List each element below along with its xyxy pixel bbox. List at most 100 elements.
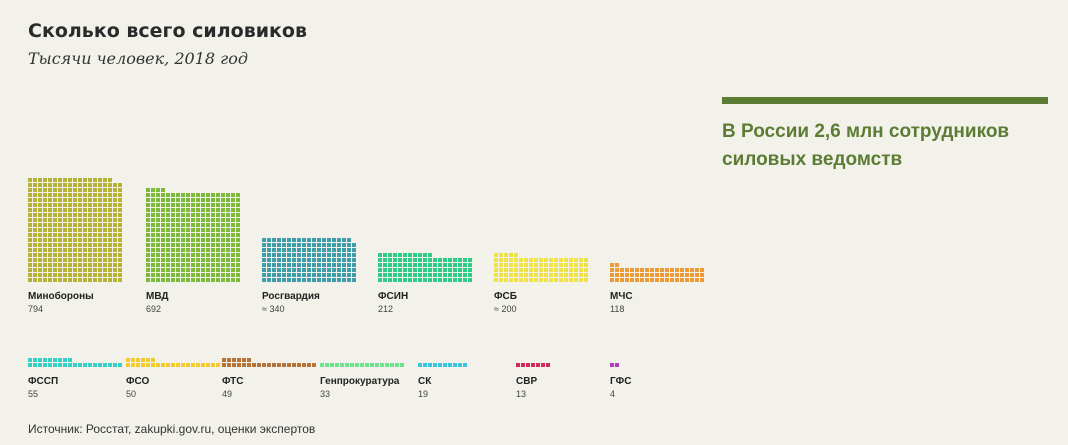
waffle-cell (463, 258, 467, 262)
waffle-cell (519, 273, 523, 277)
waffle-cell (514, 273, 518, 277)
waffle-cell (58, 363, 62, 367)
waffle-cell (352, 263, 356, 267)
waffle-cell (463, 263, 467, 267)
waffle-cell (262, 238, 266, 242)
waffle-cell (73, 363, 77, 367)
waffle-cell (236, 253, 240, 257)
category-label: ФСИН (378, 291, 408, 302)
waffle-cell (78, 273, 82, 277)
waffle-cell (206, 233, 210, 237)
waffle-cell (176, 243, 180, 247)
waffle-cell (514, 258, 518, 262)
waffle-cell (98, 248, 102, 252)
waffle-cell (33, 233, 37, 237)
waffle-cell (267, 273, 271, 277)
waffle-cell (108, 233, 112, 237)
waffle-cell (287, 243, 291, 247)
waffle-cell (201, 233, 205, 237)
waffle-cell (504, 278, 508, 282)
waffle-cell (118, 183, 122, 187)
waffle-cell (156, 253, 160, 257)
waffle-cell (88, 278, 92, 282)
waffle-cell (151, 268, 155, 272)
waffle-cell (181, 278, 185, 282)
waffle-cell (544, 263, 548, 267)
waffle-cell (73, 213, 77, 217)
waffle-cell (196, 198, 200, 202)
waffle-cell (360, 363, 364, 367)
waffle-cell (88, 193, 92, 197)
waffle-cell (403, 278, 407, 282)
waffle-cell (93, 233, 97, 237)
waffle-cell (221, 203, 225, 207)
waffle-cell (171, 223, 175, 227)
waffle-cell (277, 253, 281, 257)
waffle-cell (262, 243, 266, 247)
waffle-cell (418, 363, 422, 367)
waffle-cell (277, 263, 281, 267)
waffle-cell (186, 363, 190, 367)
waffle-cell (378, 268, 382, 272)
waffle-cell (418, 263, 422, 267)
waffle-cell (98, 278, 102, 282)
waffle-cell (347, 268, 351, 272)
waffle-cell (108, 193, 112, 197)
waffle-cell (524, 273, 528, 277)
waffle-cell (151, 358, 155, 362)
waffle-cell (78, 178, 82, 182)
waffle-cell (352, 278, 356, 282)
waffle-cell (33, 178, 37, 182)
waffle-cell (103, 198, 107, 202)
waffle-cell (68, 268, 72, 272)
waffle-cell (201, 203, 205, 207)
waffle-cell (312, 268, 316, 272)
waffle-cell (78, 243, 82, 247)
waffle-cell (307, 273, 311, 277)
waffle-cell (113, 273, 117, 277)
waffle-cell (317, 268, 321, 272)
waffle-cell (347, 273, 351, 277)
waffle-cell (317, 238, 321, 242)
waffle-cell (226, 213, 230, 217)
waffle-cell (48, 278, 52, 282)
waffle-cell (103, 243, 107, 247)
waffle-cell (630, 273, 634, 277)
waffle-cell (554, 278, 558, 282)
waffle-cell (584, 273, 588, 277)
waffle-cell (146, 253, 150, 257)
waffle-cell (88, 238, 92, 242)
waffle-cell (216, 268, 220, 272)
waffle-cell (73, 193, 77, 197)
waffle-cell (262, 268, 266, 272)
category-label: Минобороны (28, 290, 94, 302)
waffle-cell (453, 268, 457, 272)
waffle-cell (33, 273, 37, 277)
waffle-cell (312, 243, 316, 247)
waffle-cell (63, 213, 67, 217)
waffle-cell (118, 263, 122, 267)
waffle-cell (78, 228, 82, 232)
waffle-cell (242, 358, 246, 362)
waffle-cell (448, 273, 452, 277)
waffle-cell (327, 278, 331, 282)
waffle-cell (176, 253, 180, 257)
waffle-cell (327, 273, 331, 277)
waffle-cell (534, 263, 538, 267)
waffle-cell (262, 273, 266, 277)
waffle-cell (171, 273, 175, 277)
value-label: 33 (320, 389, 330, 399)
waffle-cell (98, 213, 102, 217)
waffle-cell (625, 273, 629, 277)
waffle-cell (297, 238, 301, 242)
value-label: 118 (610, 304, 624, 314)
waffle-cell (108, 183, 112, 187)
waffle-cell (231, 243, 235, 247)
waffle-cell (33, 238, 37, 242)
waffle-cell (211, 268, 215, 272)
waffle-cell (58, 193, 62, 197)
waffle-cell (118, 203, 122, 207)
waffle-cell (302, 268, 306, 272)
waffle-cell (539, 278, 543, 282)
waffle-cell (176, 258, 180, 262)
